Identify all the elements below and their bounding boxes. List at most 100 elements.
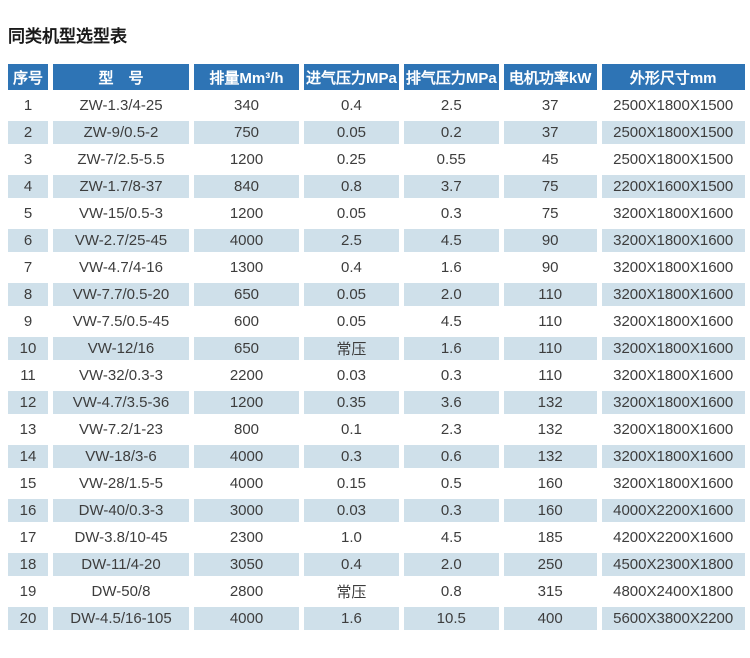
table-cell: 3.6 [403,391,499,414]
table-cell: 4000 [194,472,299,495]
table-cell: 3200X1800X1600 [601,364,745,387]
table-cell: 0.8 [304,175,399,198]
column-header-2: 排量Mm³/h [194,64,299,90]
table-cell: 0.25 [304,148,399,171]
table-cell: 3200X1800X1600 [601,418,745,441]
table-cell: 17 [8,526,48,549]
table-cell: 0.5 [403,472,499,495]
table-row: 20 DW-4.5/16-105 4000 1.6 10.5 400 5600X3800X2… [8,607,745,630]
table-cell: 37 [503,121,597,144]
table-cell: 75 [503,202,597,225]
table-cell: 0.3 [403,364,499,387]
table-cell: 19 [8,580,48,603]
table-cell: DW-50/8 [53,580,189,603]
table-cell: 4000X2200X1600 [601,499,745,522]
table-cell: 1.6 [403,256,499,279]
table-cell: 3200X1800X1600 [601,202,745,225]
table-cell: 1300 [194,256,299,279]
table-cell: 2800 [194,580,299,603]
table-cell: 110 [503,310,597,333]
table-cell: 3050 [194,553,299,576]
page-title: 同类机型选型表 [8,27,127,46]
table-cell: 75 [503,175,597,198]
table-cell: 2300 [194,526,299,549]
table-cell: 0.55 [403,148,499,171]
table-cell: 0.05 [304,283,399,306]
table-cell: 1.6 [403,337,499,360]
table-cell: 7 [8,256,48,279]
table-cell: DW-3.8/10-45 [53,526,189,549]
table-cell: VW-2.7/25-45 [53,229,189,252]
table-cell: DW-40/0.3-3 [53,499,189,522]
table-cell: 0.35 [304,391,399,414]
table-cell: 1200 [194,202,299,225]
table-cell: VW-15/0.5-3 [53,202,189,225]
table-cell: 3200X1800X1600 [601,391,745,414]
table-cell: 3200X1800X1600 [601,256,745,279]
table-cell: 0.8 [403,580,499,603]
table-cell: VW-4.7/3.5-36 [53,391,189,414]
table-cell: 1 [8,94,48,117]
table-cell: 4000 [194,229,299,252]
table-cell: VW-7.7/0.5-20 [53,283,189,306]
table-cell: 12 [8,391,48,414]
table-cell: 0.05 [304,121,399,144]
table-cell: 8 [8,283,48,306]
table-cell: 600 [194,310,299,333]
table-cell: 132 [503,391,597,414]
table-cell: 16 [8,499,48,522]
table-cell: 0.05 [304,202,399,225]
table-cell: 11 [8,364,48,387]
table-cell: 340 [194,94,299,117]
table-cell: 0.1 [304,418,399,441]
table-cell: 2500X1800X1500 [601,94,745,117]
table-cell: 110 [503,337,597,360]
table-cell: 0.3 [403,202,499,225]
table-cell: 110 [503,364,597,387]
table-row: 5 VW-15/0.5-3 1200 0.05 0.3 75 3200X1800X1600 [8,202,745,225]
table-cell: VW-18/3-6 [53,445,189,468]
table-cell: 90 [503,256,597,279]
table-row: 18 DW-11/4-20 3050 0.4 2.0 250 4500X2300X1800 [8,553,745,576]
table-cell: 3200X1800X1600 [601,229,745,252]
table-cell: 160 [503,472,597,495]
table-cell: 90 [503,229,597,252]
table-cell: 160 [503,499,597,522]
table-cell: 3 [8,148,48,171]
table-cell: 2.0 [403,553,499,576]
table-cell: 6 [8,229,48,252]
table-cell: 132 [503,418,597,441]
table-cell: 4200X2200X1600 [601,526,745,549]
table-cell: 4.5 [403,526,499,549]
table-cell: 4 [8,175,48,198]
table-cell: 4000 [194,445,299,468]
table-cell: 132 [503,445,597,468]
table-cell: ZW-1.3/4-25 [53,94,189,117]
table-cell: VW-4.7/4-16 [53,256,189,279]
table-cell: 10.5 [403,607,499,630]
table-row: 14 VW-18/3-6 4000 0.3 0.6 132 3200X1800X1600 [8,445,745,468]
column-header-1: 型 号 [53,64,189,90]
table-row: 2 ZW-9/0.5-2 750 0.05 0.2 37 2500X1800X1500 [8,121,745,144]
table-cell: ZW-1.7/8-37 [53,175,189,198]
table-cell: 5 [8,202,48,225]
table-cell: 3200X1800X1600 [601,445,745,468]
column-header-0: 序号 [8,64,48,90]
table-cell: VW-28/1.5-5 [53,472,189,495]
table-head: 序号型 号排量Mm³/h 进气压力MPa 排气压力MPa 电机功率kW 外形尺寸mm [8,64,745,90]
table-cell: 15 [8,472,48,495]
table-cell: 315 [503,580,597,603]
table-cell: 2.5 [304,229,399,252]
table-row: 17 DW-3.8/10-45 2300 1.0 4.5 185 4200X2200X160… [8,526,745,549]
table-cell: 1200 [194,148,299,171]
table-cell: 2200 [194,364,299,387]
table-cell: 14 [8,445,48,468]
table-cell: 10 [8,337,48,360]
table-cell: 2.3 [403,418,499,441]
table-cell: VW-12/16 [53,337,189,360]
table-cell: 3.7 [403,175,499,198]
table-cell: 750 [194,121,299,144]
table-cell: 0.05 [304,310,399,333]
table-row: 19 DW-50/8 2800 常压 0.8 315 4800X2400X1800 [8,580,745,603]
table-cell: 400 [503,607,597,630]
